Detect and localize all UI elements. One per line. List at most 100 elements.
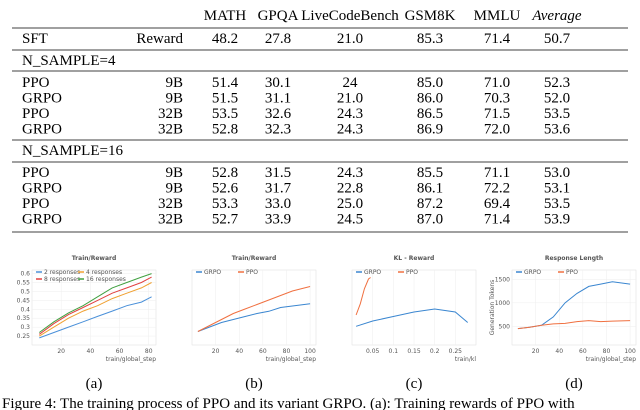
cell: 30.1 [265,75,291,91]
cell: 52.8 [212,122,238,138]
x-tick-label: 0.05 [366,348,380,355]
legend-label: PPO [406,269,418,276]
cell: 24.3 [337,106,363,122]
cell: 33.0 [265,196,291,212]
y-tick-label: 0.25 [17,333,31,340]
series-line [517,320,631,330]
series-line [39,282,152,337]
method: SFT [22,31,48,47]
cell: 72.2 [484,181,510,197]
setting: 32B [158,122,183,138]
series-line [355,308,469,327]
column-header: LiveCodeBench [301,8,399,24]
cell: 51.4 [212,75,239,91]
method: PPO [22,106,50,122]
cell: 71.1 [484,165,510,181]
cell: 52.8 [212,165,238,181]
cell: 27.8 [265,31,291,47]
y-tick-label: 0.5 [20,288,30,295]
cell: 48.2 [212,31,238,47]
method: GRPO [22,212,62,228]
method: PPO [22,75,50,91]
column-header: Average [531,8,581,24]
x-tick-label: 60 [259,348,267,355]
x-tick-label: 60 [579,348,587,355]
cell: 86.1 [417,181,443,197]
x-tick-label: 20 [57,348,65,355]
chart-title: Response Length [545,255,603,262]
cell: 33.9 [265,212,291,228]
x-tick-label: 100 [304,348,316,355]
group-title: N_SAMPLE=16 [22,143,123,159]
cell: 69.4 [484,196,511,212]
y-tick-label: 500 [499,323,511,330]
series-line [197,286,311,332]
x-axis-label: train/global_step [266,356,316,363]
setting: 9B [165,91,183,107]
cell: 25.0 [337,196,363,212]
x-tick-label: 40 [87,348,95,355]
chart-title: KL - Reward [394,255,435,262]
cell: 31.5 [265,165,291,181]
legend-label: 4 responses [86,269,122,276]
y-tick-label: 1500 [495,276,510,283]
method: GRPO [22,91,62,107]
panel-label: (b) [245,376,263,392]
x-axis-label: train/global_step [586,356,636,363]
x-axis-label: train/global_step [106,356,156,363]
cell: 31.1 [265,91,291,107]
cell: 86.9 [417,122,443,138]
method: GRPO [22,181,62,197]
plot-area [191,269,317,346]
x-tick-label: 20 [532,348,540,355]
cell: 53.9 [544,212,570,228]
y-tick-label: 0.6 [20,271,30,278]
cell: 53.3 [212,196,238,212]
y-tick-label: 0.55 [17,280,31,287]
plot-area [511,269,637,346]
setting: 32B [158,106,183,122]
x-tick-label: 80 [283,348,291,355]
chart-title: Train/Reward [72,255,117,262]
x-tick-label: 0.1 [389,348,399,355]
cell: 52.3 [544,75,570,91]
series-line [39,273,152,333]
setting: 9B [165,181,183,197]
legend-label: GRPO [524,269,541,276]
x-tick-label: 40 [235,348,243,355]
x-tick-label: 0.25 [449,348,463,355]
legend-label: 2 responses [44,269,80,276]
cell: 72.0 [484,122,510,138]
cell: 21.0 [337,31,363,47]
y-tick-label: 0.3 [20,324,30,331]
cell: 24.3 [337,122,363,138]
y-tick-label: 0.4 [20,306,30,313]
y-axis-label: Generation Tokens [489,280,496,336]
column-header: GPQA [258,8,299,24]
column-header: MATH [204,8,247,24]
cell: 53.5 [212,106,238,122]
setting: 9B [165,75,183,91]
method: GRPO [22,122,62,138]
cell: 22.8 [337,181,363,197]
legend-label: 16 responses [86,276,126,283]
cell: 71.0 [484,75,510,91]
cell: 87.2 [417,196,443,212]
cell: 52.7 [212,212,239,228]
cell: 52.6 [212,181,239,197]
column-header: GSM8K [405,8,456,24]
setting: 9B [165,165,183,181]
cell: 32.3 [265,122,291,138]
legend-label: GRPO [204,269,221,276]
x-axis-label: train/kl [455,356,476,363]
legend-label: PPO [566,269,578,276]
cell: 85.5 [417,165,443,181]
cell: 24.5 [337,212,363,228]
cell: 71.4 [484,212,511,228]
cell: 53.0 [544,165,570,181]
x-tick-label: 80 [145,348,153,355]
x-tick-label: 60 [116,348,124,355]
series-line [39,276,152,335]
cell: 70.3 [484,91,510,107]
cell: 85.0 [417,75,443,91]
